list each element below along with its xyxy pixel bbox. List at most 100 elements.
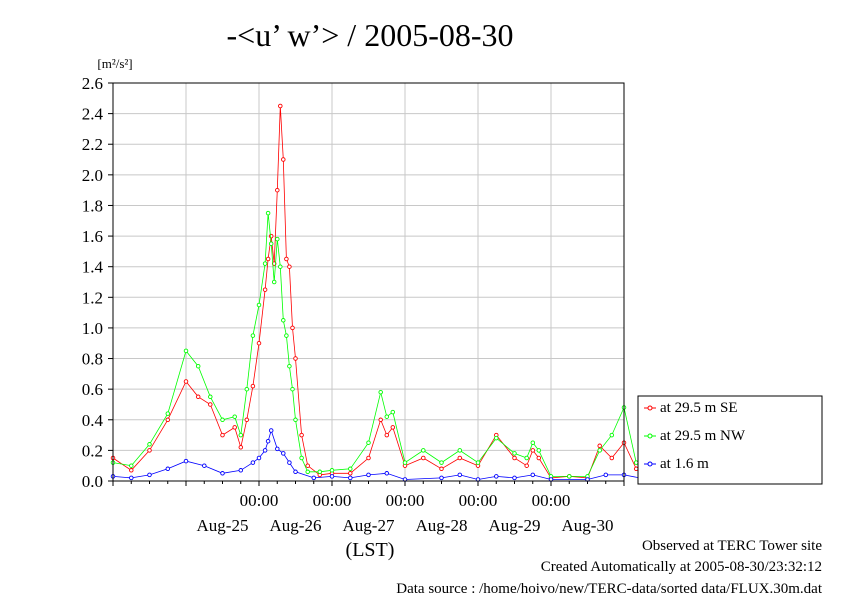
- data-point: [268, 241, 274, 246]
- data-point: [390, 409, 396, 415]
- x-day-label: Aug-28: [416, 516, 468, 535]
- legend-label: at 1.6 m: [660, 456, 709, 472]
- data-point: [530, 472, 536, 478]
- data-point: [256, 302, 262, 308]
- data-point: [281, 451, 286, 456]
- x-day-label: Aug-26: [270, 516, 322, 535]
- data-point: [165, 417, 171, 423]
- data-point: [208, 402, 213, 407]
- data-point: [329, 468, 335, 473]
- data-point: [284, 256, 289, 262]
- data-point: [329, 474, 335, 479]
- data-point: [512, 475, 517, 481]
- data-point: [232, 425, 237, 430]
- data-point: [265, 210, 271, 216]
- data-point: [402, 460, 408, 465]
- data-point: [457, 472, 463, 478]
- legend-swatch-marker: [647, 405, 653, 411]
- series-2: [110, 428, 651, 482]
- data-point: [208, 394, 213, 400]
- data-point: [265, 438, 271, 444]
- data-point: [147, 448, 152, 453]
- data-point: [287, 460, 292, 465]
- data-point: [299, 432, 304, 438]
- y-tick-label: 0.2: [82, 441, 103, 460]
- y-tick-label: 0.0: [82, 472, 103, 491]
- x-axis: 00:00 00:00 00:00 00:00 00:00 Aug-25 Aug-26 Aug…: [112, 481, 625, 535]
- data-point: [183, 348, 189, 354]
- data-point: [238, 432, 244, 438]
- data-point: [457, 455, 463, 461]
- data-point: [183, 458, 189, 464]
- data-point: [275, 187, 280, 193]
- legend-swatch-marker: [647, 461, 653, 467]
- data-point: [287, 363, 292, 369]
- data-point: [494, 474, 499, 479]
- data-point: [348, 475, 353, 481]
- data-point: [536, 455, 542, 461]
- data-point: [129, 463, 134, 468]
- y-tick-label: 1.8: [82, 196, 103, 215]
- data-point: [275, 446, 280, 452]
- data-point: [284, 333, 289, 338]
- data-point: [250, 460, 256, 465]
- data-point: [305, 463, 310, 468]
- legend: at 29.5 m SE at 29.5 m NW at 1.6 m: [637, 395, 823, 485]
- x-time-label: 00:00: [240, 491, 279, 510]
- series-line: [112, 105, 649, 479]
- data-point: [238, 468, 244, 473]
- data-point: [202, 463, 207, 468]
- data-point: [244, 386, 250, 392]
- x-day-label: Aug-25: [197, 516, 249, 535]
- data-point: [421, 455, 426, 461]
- data-point: [195, 394, 201, 400]
- series-0: [110, 103, 651, 481]
- x-time-label: 00:00: [386, 491, 425, 510]
- data-point: [366, 440, 371, 445]
- data-point: [633, 466, 639, 472]
- data-point: [165, 466, 171, 472]
- x-time-label: 00:00: [313, 491, 352, 510]
- data-point: [290, 386, 295, 392]
- data-point: [348, 471, 353, 476]
- data-point: [262, 448, 268, 453]
- data-point: [305, 469, 310, 475]
- data-point: [439, 466, 444, 472]
- y-tick-label: 1.4: [82, 258, 104, 277]
- data-point: [597, 448, 602, 453]
- y-tick-label: 1.0: [82, 319, 103, 338]
- legend-swatch-marker: [647, 433, 653, 439]
- data-point: [278, 103, 283, 109]
- x-time-label: 00:00: [532, 491, 571, 510]
- data-point: [195, 363, 201, 369]
- series-line: [112, 429, 649, 480]
- y-axis: 0.0 0.2 0.4 0.6 0.8 1.0 1.2 1.4 1.6 1.8 2.0 2.2 2.4 2…: [82, 74, 113, 491]
- y-tick-label: 0.8: [82, 350, 103, 369]
- plot-frame: [112, 82, 625, 482]
- data-point: [536, 448, 542, 453]
- data-point: [129, 468, 134, 473]
- data-point: [256, 340, 262, 346]
- y-tick-label: 1.2: [82, 288, 103, 307]
- data-point: [603, 472, 609, 478]
- data-point: [366, 455, 371, 461]
- data-point: [439, 475, 444, 481]
- data-point: [147, 442, 152, 447]
- y-tick-label: 2.6: [82, 74, 103, 93]
- legend-box: [637, 395, 823, 485]
- series-line: [112, 213, 649, 477]
- y-tick-label: 2.0: [82, 166, 103, 185]
- data-point: [271, 279, 277, 285]
- data-point: [165, 411, 171, 416]
- data-point: [244, 417, 250, 423]
- y-tick-label: 2.2: [82, 135, 103, 154]
- data-point: [317, 469, 323, 475]
- data-point: [311, 475, 317, 481]
- data-point: [262, 261, 268, 266]
- data-point: [250, 383, 256, 389]
- data-point: [567, 474, 572, 479]
- data-point: [384, 414, 390, 419]
- x-day-label: Aug-30: [562, 516, 614, 535]
- data-point: [299, 455, 304, 461]
